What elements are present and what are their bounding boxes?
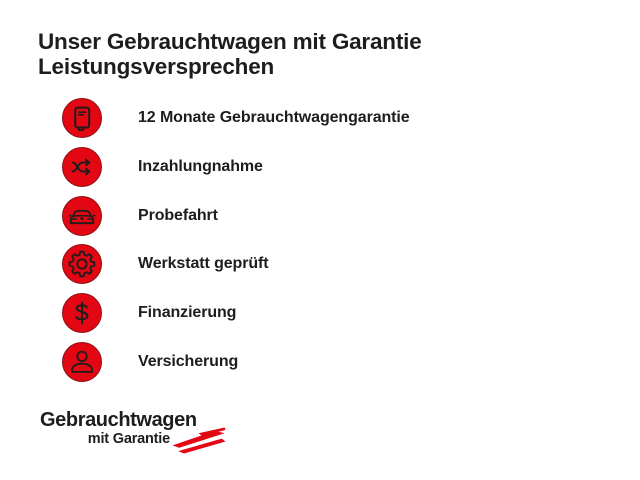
benefit-item-warranty: 12 Monate Gebrauchtwagengarantie — [62, 98, 410, 138]
benefit-label: 12 Monate Gebrauchtwagengarantie — [138, 109, 410, 126]
benefit-item-trade-in: Inzahlungnahme — [62, 146, 410, 187]
insurance-person-icon — [62, 341, 102, 382]
page-title: Unser Gebrauchtwagen mit Garantie Leistu… — [38, 29, 422, 79]
logo-text-line2: mit Garantie — [87, 431, 170, 447]
warranty-booklet-icon — [62, 98, 102, 138]
benefit-item-test-drive: Probefahrt — [62, 195, 410, 236]
page-title-line1: Unser Gebrauchtwagen mit Garantie — [38, 29, 422, 54]
benefit-item-financing: Finanzierung — [62, 293, 410, 334]
benefit-label: Probefahrt — [138, 206, 218, 224]
benefit-label: Finanzierung — [138, 304, 237, 322]
red-brush-swoosh-icon — [172, 427, 226, 454]
benefit-label: Werkstatt geprüft — [138, 255, 269, 273]
page-title-line2: Leistungsversprechen — [38, 54, 275, 79]
benefit-item-insurance: Versicherung — [62, 341, 410, 382]
workshop-gear-icon — [62, 244, 102, 285]
gebrauchtwagen-mit-garantie-logo: Gebrauchtwagen mit Garantie — [40, 409, 197, 447]
logo-text-line1: Gebrauchtwagen — [40, 409, 197, 431]
test-drive-car-icon — [62, 195, 102, 236]
financing-dollar-icon — [62, 293, 102, 334]
benefits-list: 12 Monate Gebrauchtwagengarantie Inzahlu… — [62, 98, 410, 391]
benefit-label: Inzahlungnahme — [138, 157, 263, 175]
trade-in-arrows-icon — [62, 146, 102, 187]
benefit-label: Versicherung — [138, 352, 239, 370]
benefit-item-workshop: Werkstatt geprüft — [62, 244, 410, 285]
